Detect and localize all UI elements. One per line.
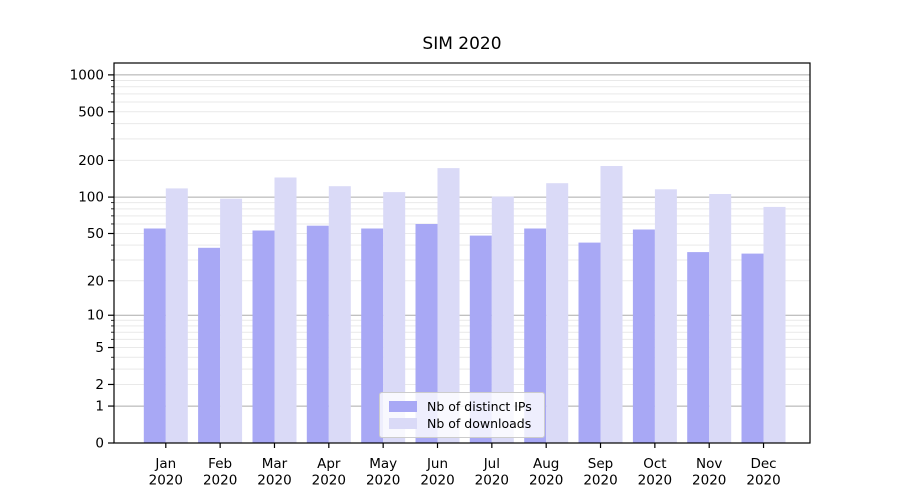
x-tick-label-jun: Jun 2020 [420, 456, 454, 489]
bar-mar-downloads [274, 177, 297, 443]
y-tick-labels: 0 1 2 5 10 20 50 100 200 500 1000 [70, 67, 104, 451]
x-tick-label-mar: Mar 2020 [257, 456, 291, 489]
y-tick-label: 500 [78, 104, 104, 120]
bar-nov-ips [687, 252, 710, 443]
bar-nov-downloads [709, 194, 732, 443]
bar-aug-ips [524, 228, 547, 443]
y-tick-label: 1 [95, 399, 104, 415]
chart-title: SIM 2020 [422, 34, 502, 54]
x-tick-label-may: May 2020 [366, 456, 400, 489]
x-tick-label-sep: Sep 2020 [583, 456, 617, 489]
bar-sep-downloads [600, 166, 623, 443]
x-tick-labels: Jan 2020 Feb 2020 Mar 2020 Apr 2020 May 2020 Jun 20… [149, 456, 781, 489]
y-tick-label: 200 [78, 153, 104, 169]
x-tick-label-apr: Apr 2020 [312, 456, 346, 489]
x-tick-label-jan: Jan 2020 [149, 456, 183, 489]
y-tick-label: 2 [95, 377, 104, 393]
y-tick-label: 50 [87, 226, 104, 242]
legend: Nb of distinct IPs Nb of downloads [379, 392, 545, 438]
bar-feb-ips [198, 247, 221, 443]
x-tick-label-aug: Aug 2020 [529, 456, 563, 489]
legend-label-distinct-ips: Nb of distinct IPs [427, 399, 532, 414]
bar-mar-ips [252, 230, 275, 443]
x-tick-label-dec: Dec 2020 [746, 456, 780, 489]
y-tick-label: 10 [87, 308, 104, 324]
bar-dec-downloads [763, 206, 786, 443]
bars-downloads [165, 166, 786, 443]
bars-distinct-ips [143, 224, 764, 443]
legend-item-distinct-ips: Nb of distinct IPs [389, 399, 535, 414]
x-tick-label-jul: Jul 2020 [475, 456, 509, 489]
bar-may-downloads [383, 192, 406, 443]
y-tick-label: 5 [95, 340, 104, 356]
bar-jun-ips [415, 224, 438, 443]
bar-sep-ips [578, 242, 601, 443]
bar-jan-downloads [165, 188, 188, 443]
bar-jul-ips [469, 235, 492, 443]
bar-may-ips [361, 228, 384, 443]
plot-border [113, 62, 811, 444]
bar-oct-downloads [654, 189, 677, 443]
bar-jun-downloads [437, 168, 460, 443]
bar-jul-downloads [491, 196, 514, 443]
bar-apr-ips [306, 225, 329, 443]
y-tick-label: 1000 [70, 67, 104, 83]
y-tick-label: 100 [78, 190, 104, 206]
y-tick-label: 20 [87, 273, 104, 289]
x-tick-label-oct: Oct 2020 [638, 456, 672, 489]
x-axis-ticks [165, 443, 765, 448]
bar-oct-ips [632, 229, 655, 443]
bar-apr-downloads [328, 186, 351, 443]
bar-feb-downloads [220, 198, 243, 443]
bar-aug-downloads [546, 183, 569, 443]
x-tick-label-feb: Feb 2020 [203, 456, 237, 489]
legend-swatch-downloads [389, 418, 417, 429]
legend-label-downloads: Nb of downloads [427, 416, 532, 431]
y-axis-ticks [108, 74, 114, 444]
bar-jan-ips [143, 228, 166, 443]
legend-item-downloads: Nb of downloads [389, 416, 535, 431]
x-tick-label-nov: Nov 2020 [692, 456, 726, 489]
y-tick-label: 0 [95, 436, 104, 452]
legend-swatch-distinct-ips [389, 401, 417, 412]
bar-dec-ips [741, 253, 764, 443]
